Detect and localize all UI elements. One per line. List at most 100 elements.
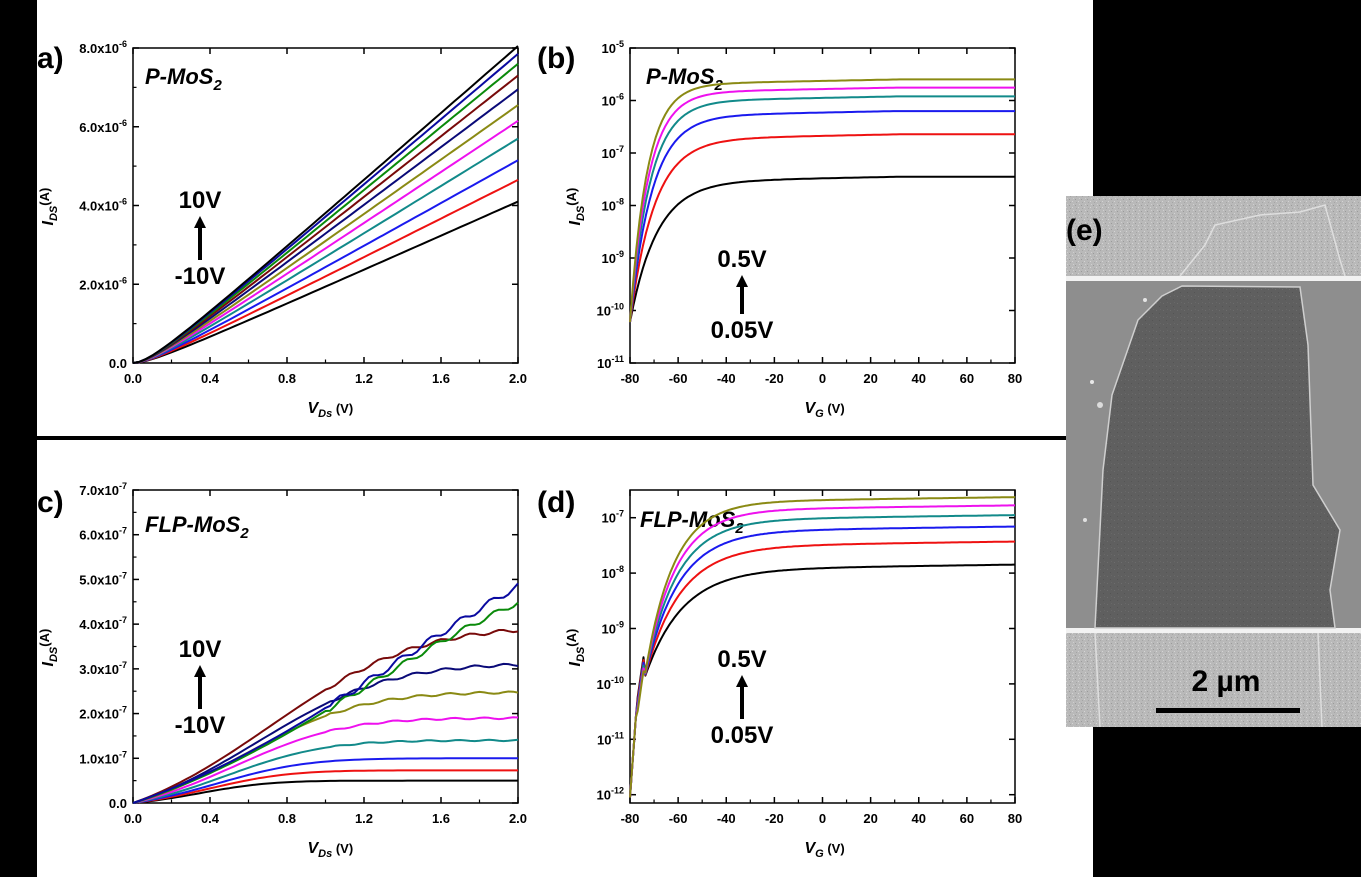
y-tick-label: 2.0x10-6 [79, 275, 127, 292]
series-line [629, 133, 1015, 323]
chart-title: FLP-MoS2 [145, 512, 249, 542]
annotation-bottom: -10V [175, 712, 226, 739]
x-tick-label: 1.2 [355, 371, 373, 386]
y-tick-label: 10-10 [597, 675, 624, 692]
series-line [629, 514, 1015, 798]
series-line [132, 779, 518, 804]
y-tick-label-exponent: -7 [119, 481, 127, 491]
x-axis-label-unit: (V) [332, 841, 353, 856]
y-axis-label-unit: (A) [37, 629, 52, 647]
y-tick-label: 10-11 [597, 354, 624, 371]
y-tick-label-exponent: -7 [119, 660, 127, 670]
y-axis-label-subscript: DS [575, 646, 587, 662]
y-tick-label: 0.0 [109, 796, 127, 811]
y-tick-label-base: 1.0x10 [79, 751, 119, 766]
series-line [132, 716, 519, 804]
y-tick-label-exponent: -11 [611, 354, 624, 364]
y-tick-label-exponent: -7 [119, 749, 127, 759]
y-axis-label-symbol: I [40, 662, 57, 667]
y-tick-label: 10-12 [597, 786, 624, 803]
y-tick-label: 4.0x10-6 [79, 197, 127, 214]
y-tick-label-exponent: -6 [119, 39, 127, 49]
x-axis-label-symbol: V [805, 400, 817, 417]
x-tick-label: 20 [863, 371, 877, 386]
y-tick-label-base: 6.0x10 [79, 528, 119, 543]
x-tick-label: -60 [669, 811, 688, 826]
debris [1090, 380, 1094, 384]
panel-label: c) [37, 486, 64, 519]
series-line [132, 757, 518, 804]
chart-title: FLP-MoS2 [640, 507, 744, 537]
y-tick-label-base: 0.0 [109, 356, 127, 371]
y-tick-label-exponent: -8 [616, 564, 624, 574]
y-tick-label-base: 8.0x10 [79, 41, 119, 56]
series-line [132, 63, 519, 364]
x-tick-label: 0.8 [278, 811, 296, 826]
series-line [132, 45, 519, 364]
x-tick-label: -80 [621, 811, 640, 826]
y-tick-label: 10-9 [602, 249, 624, 266]
y-tick-label-base: 10 [602, 41, 616, 56]
chart-title-subscript: 2 [239, 525, 249, 542]
panel-b-chart: (b)-80 -60 -40 -20 0 20 40 60 8010-1110-1010-910… [537, 39, 1022, 420]
series-line [132, 74, 519, 364]
y-tick-label-base: 6.0x10 [79, 120, 119, 135]
x-axis-label-subscript: G [815, 848, 824, 860]
series-line [629, 496, 1016, 798]
x-axis-label-unit: (V) [332, 401, 353, 416]
x-tick-label: -20 [765, 371, 784, 386]
y-tick-label: 10-11 [597, 730, 624, 747]
x-tick-label: 80 [1008, 811, 1022, 826]
panel-label: (b) [537, 42, 575, 75]
x-tick-label: 0 [819, 811, 826, 826]
panel-e-micrograph: (e) 2 µm [1066, 196, 1361, 728]
x-tick-label: 1.6 [432, 811, 450, 826]
chart-title-subscript: 2 [713, 77, 723, 94]
y-tick-label-exponent: -6 [616, 92, 624, 102]
annotation-top: 0.5V [717, 246, 766, 273]
y-tick-label-exponent: -7 [119, 526, 127, 536]
y-tick-label: 10-8 [602, 197, 624, 214]
chart-title-text: P-MoS [646, 64, 715, 89]
y-axis-label-symbol: I [40, 221, 57, 226]
panel-label: (e) [1066, 214, 1103, 247]
y-tick-label-exponent: -9 [616, 619, 624, 629]
series-line [629, 95, 1015, 323]
row-divider [37, 436, 1093, 440]
y-tick-label-base: 7.0x10 [79, 483, 119, 498]
chart-title-text: FLP-MoS [145, 512, 241, 537]
y-tick-label-base: 0.0 [109, 796, 127, 811]
annotation-arrow-head [736, 675, 748, 687]
x-tick-label: -40 [717, 811, 736, 826]
y-axis-label: IDS(A) [37, 188, 60, 226]
y-tick-label-base: 4.0x10 [79, 199, 119, 214]
y-tick-label: 8.0x10-6 [79, 39, 127, 56]
y-axis-label: IDS(A) [564, 629, 587, 667]
y-tick-label-exponent: -8 [616, 197, 624, 207]
y-tick-label-base: 10 [602, 146, 616, 161]
y-axis-label-subscript: DS [48, 205, 60, 221]
y-axis-label-symbol: I [567, 221, 584, 226]
y-tick-label-exponent: -7 [616, 144, 624, 154]
scalebar [1156, 708, 1300, 713]
series-line [629, 86, 1015, 323]
y-tick-label-base: 10 [602, 566, 616, 581]
x-axis-label-unit: (V) [824, 841, 845, 856]
debris [1083, 518, 1087, 522]
y-tick-label: 0.0 [109, 356, 127, 371]
y-tick-label: 4.0x10-7 [79, 615, 127, 632]
chart-title-text: P-MoS [145, 64, 214, 89]
y-tick-label-exponent: -6 [119, 197, 127, 207]
x-tick-label: 60 [960, 811, 974, 826]
x-axis-label-subscript: Ds [318, 408, 332, 420]
y-tick-label-base: 10 [602, 94, 616, 109]
series-line [629, 504, 1015, 798]
y-tick-label: 7.0x10-7 [79, 481, 127, 498]
x-tick-label: -80 [621, 371, 640, 386]
y-tick-label-base: 4.0x10 [79, 617, 119, 632]
y-tick-label-exponent: -11 [611, 730, 624, 740]
y-tick-label-exponent: -9 [616, 249, 624, 259]
y-tick-label-exponent: -6 [119, 118, 127, 128]
x-axis-label: VG (V) [805, 840, 845, 860]
